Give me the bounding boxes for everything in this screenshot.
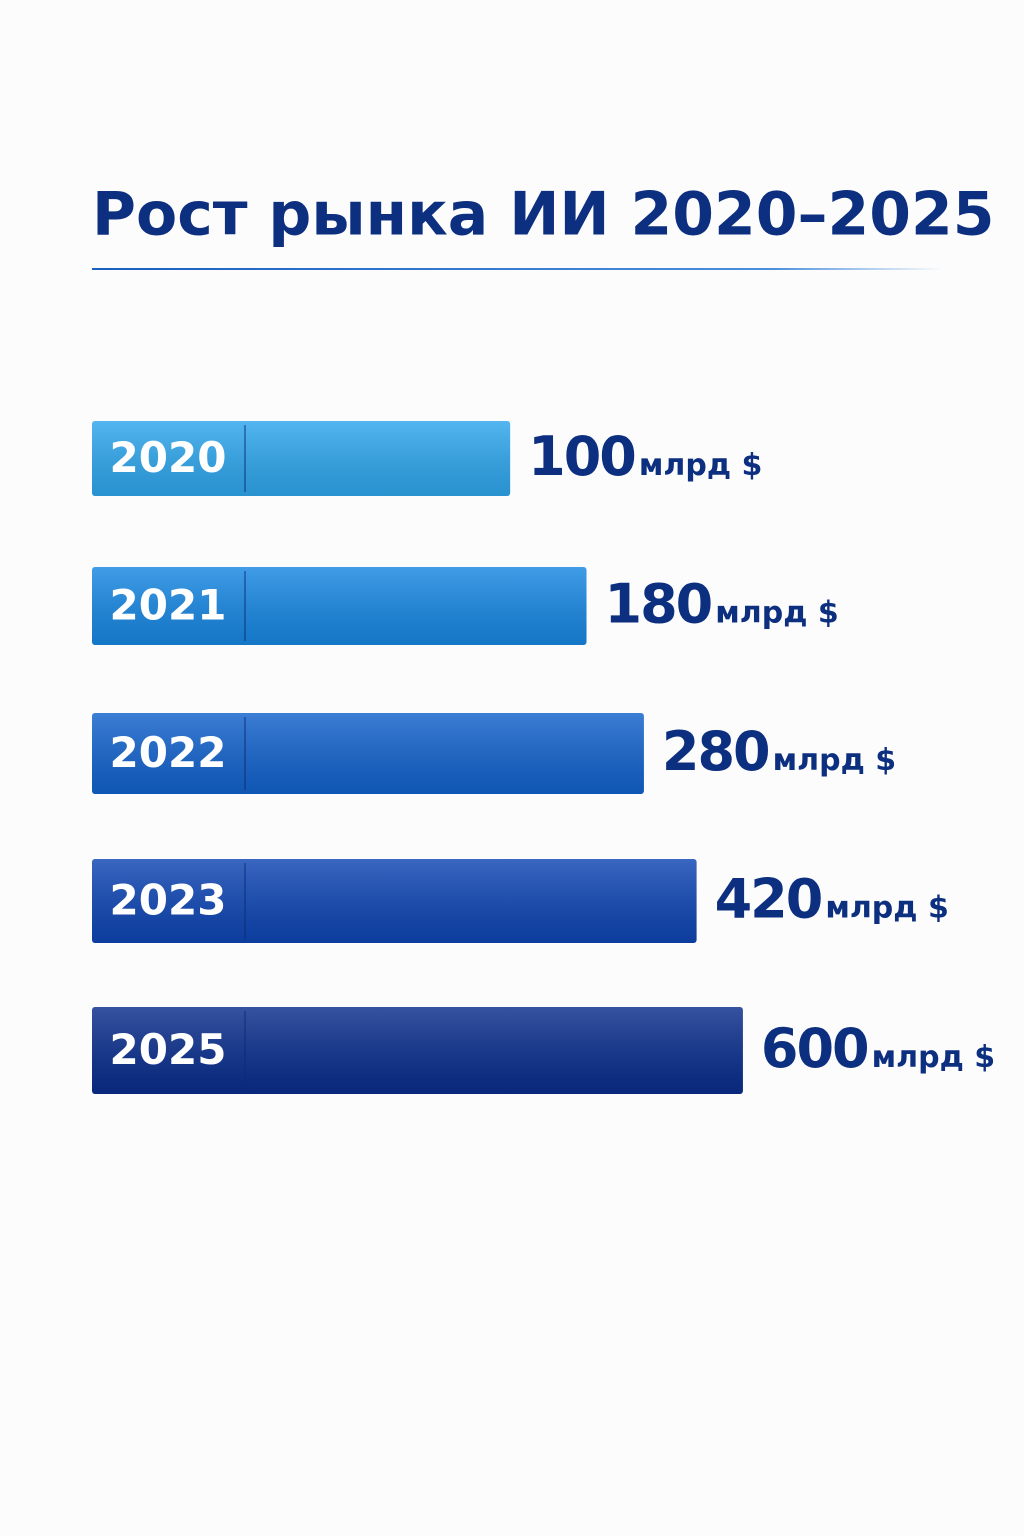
category-label: 2025 (110, 1025, 227, 1074)
value-unit: млрд $ (715, 596, 839, 631)
value-label: 600 (761, 1017, 868, 1080)
value-unit: млрд $ (639, 448, 763, 483)
value-label: 280 (662, 720, 769, 783)
category-label: 2022 (110, 728, 227, 777)
category-label: 2023 (110, 876, 227, 925)
bar-shade (92, 567, 587, 645)
bar-shade (92, 713, 644, 794)
chart-title: Рост рынка ИИ 2020–2025 (92, 180, 995, 250)
bar-shade (92, 859, 697, 943)
value-label: 100 (528, 425, 635, 488)
value-unit: млрд $ (872, 1040, 996, 1075)
bar-shade (92, 421, 511, 496)
value-label: 420 (715, 868, 822, 931)
value-unit: млрд $ (773, 743, 897, 778)
value-label: 180 (605, 573, 712, 636)
bar-shade (92, 1007, 743, 1094)
category-label: 2021 (110, 581, 227, 630)
title-underline (92, 268, 942, 270)
value-unit: млрд $ (825, 891, 949, 926)
category-label: 2020 (110, 433, 227, 482)
